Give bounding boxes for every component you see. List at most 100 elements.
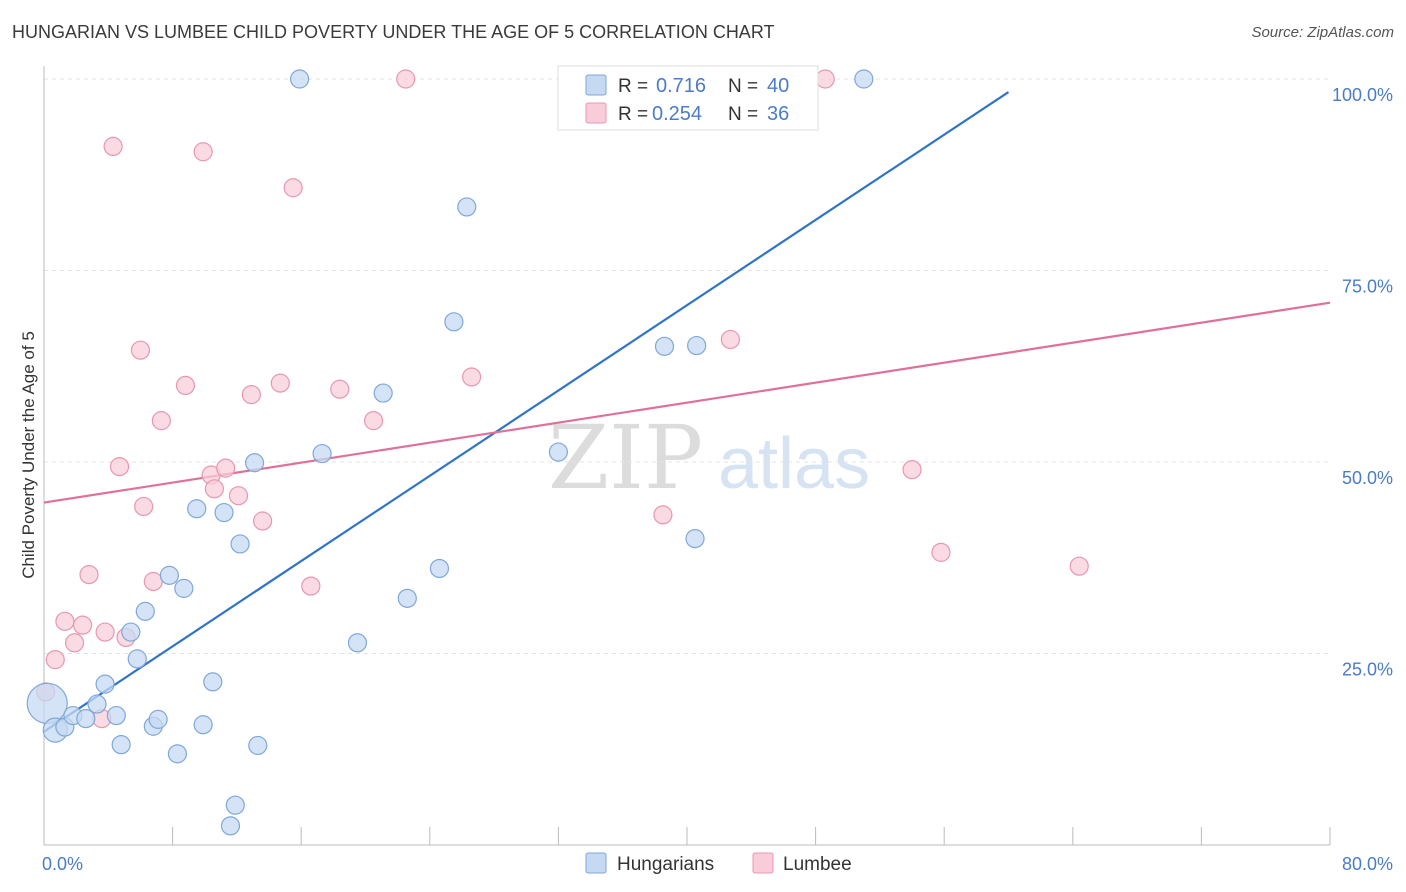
point-hungarians-10 [127,649,147,669]
y-tick-label-1: 50.0% [1342,468,1393,488]
point-lumbee-22 [253,511,273,531]
point-lumbee-34 [931,542,951,562]
y-tick-label-2: 75.0% [1342,277,1393,297]
point-hungarians-31 [429,558,450,579]
point-hungarians-20 [214,502,234,523]
point-hungarians-34 [548,442,569,462]
point-hungarians-29 [373,383,393,403]
point-lumbee-29 [461,367,482,387]
point-lumbee-31 [720,329,741,350]
tick-labels: 25.0% 50.0% 75.0% 100.0% 0.0% 80.0% [42,85,1393,874]
series-legend: Hungarians Lumbee [585,852,852,875]
legend-swatch-hungarians [585,852,607,874]
legend-n-label-2: N = [728,104,758,125]
stats-legend: R = 0.716 N = 40 R = 0.254 N = 36 [557,65,819,131]
point-hungarians-33 [457,197,477,217]
trend-line-hungarians [43,91,1010,733]
point-lumbee-26 [330,379,350,399]
point-lumbee-24 [283,178,303,198]
point-lumbee-19 [216,458,236,478]
point-hungarians-7 [106,705,126,726]
y-tick-label-3: 100.0% [1332,85,1393,105]
legend-label-hungarians: Hungarians [617,854,714,875]
point-lumbee-1 [45,650,65,670]
point-hungarians-11 [135,601,155,621]
point-lumbee-5 [79,565,99,585]
point-hungarians-35 [654,336,675,356]
legend-swatch-lumbee [752,852,774,874]
point-hungarians-0 [26,682,68,724]
grid-lines [44,78,1330,654]
point-hungarians-38 [854,69,874,89]
point-lumbee-27 [363,411,384,431]
point-hungarians-18 [193,715,213,735]
point-lumbee-21 [241,384,261,405]
legend-r-label-1: R = [618,76,648,97]
chart-source: Source: ZipAtlas.com [1251,24,1394,41]
legend-r-value-2: 0.254 [652,103,702,125]
point-hungarians-27 [312,443,332,464]
point-lumbee-35 [1069,556,1089,576]
legend-n-label-1: N = [728,76,758,97]
point-lumbee-18 [204,479,224,499]
point-lumbee-28 [396,69,416,89]
point-hungarians-37 [685,528,705,549]
point-hungarians-9 [121,622,141,642]
point-lumbee-7 [95,622,115,642]
point-lumbee-23 [270,373,290,393]
y-axis-title: Child Poverty Under the Age of 5 [19,331,38,579]
legend-swatch-lumbee-stats [585,102,607,124]
point-hungarians-22 [225,795,245,815]
point-hungarians-6 [95,674,115,694]
point-hungarians-5 [87,694,107,714]
chart-title: HUNGARIAN VS LUMBEE CHILD POVERTY UNDER … [12,22,775,42]
legend-n-value-1: 40 [767,75,789,97]
point-lumbee-30 [653,505,673,525]
watermark-atlas: atlas [718,424,870,504]
point-hungarians-4 [76,709,96,729]
point-hungarians-16 [174,578,194,598]
point-lumbee-32 [815,69,835,89]
point-hungarians-14 [159,565,179,585]
legend-swatch-hungarians-stats [585,74,607,96]
x-tick-label-1: 80.0% [1342,854,1393,874]
point-hungarians-17 [187,499,207,519]
point-hungarians-8 [111,735,131,755]
point-lumbee-33 [902,460,922,480]
legend-r-value-1: 0.716 [656,75,706,97]
point-lumbee-15 [175,375,196,395]
point-lumbee-25 [301,576,321,596]
point-lumbee-4 [72,615,93,635]
point-hungarians-28 [347,633,368,653]
point-hungarians-26 [289,69,310,89]
point-lumbee-3 [64,633,85,653]
point-lumbee-13 [143,571,163,592]
point-hungarians-36 [687,335,707,356]
data-points [26,69,1089,836]
point-hungarians-24 [244,453,265,473]
point-hungarians-21 [220,816,241,836]
point-lumbee-8 [103,136,123,157]
legend-r-label-2: R = [618,104,648,125]
point-lumbee-9 [109,456,130,477]
point-hungarians-15 [167,744,188,764]
legend-label-lumbee: Lumbee [783,854,852,875]
x-tick-label-0: 0.0% [42,854,83,874]
point-hungarians-19 [203,672,223,692]
y-tick-label-0: 25.0% [1342,660,1393,680]
point-lumbee-11 [130,340,151,360]
point-lumbee-14 [151,411,171,431]
point-lumbee-20 [228,486,249,506]
point-lumbee-12 [134,496,154,517]
point-hungarians-23 [230,534,250,554]
point-hungarians-13 [148,709,168,729]
watermark: ZIP atlas [548,406,870,509]
point-lumbee-2 [55,611,75,631]
point-hungarians-32 [444,312,464,332]
point-hungarians-25 [248,735,268,756]
point-lumbee-16 [193,142,213,162]
point-hungarians-30 [397,588,417,608]
legend-n-value-2: 36 [767,103,789,125]
watermark-zip: ZIP [548,406,703,509]
